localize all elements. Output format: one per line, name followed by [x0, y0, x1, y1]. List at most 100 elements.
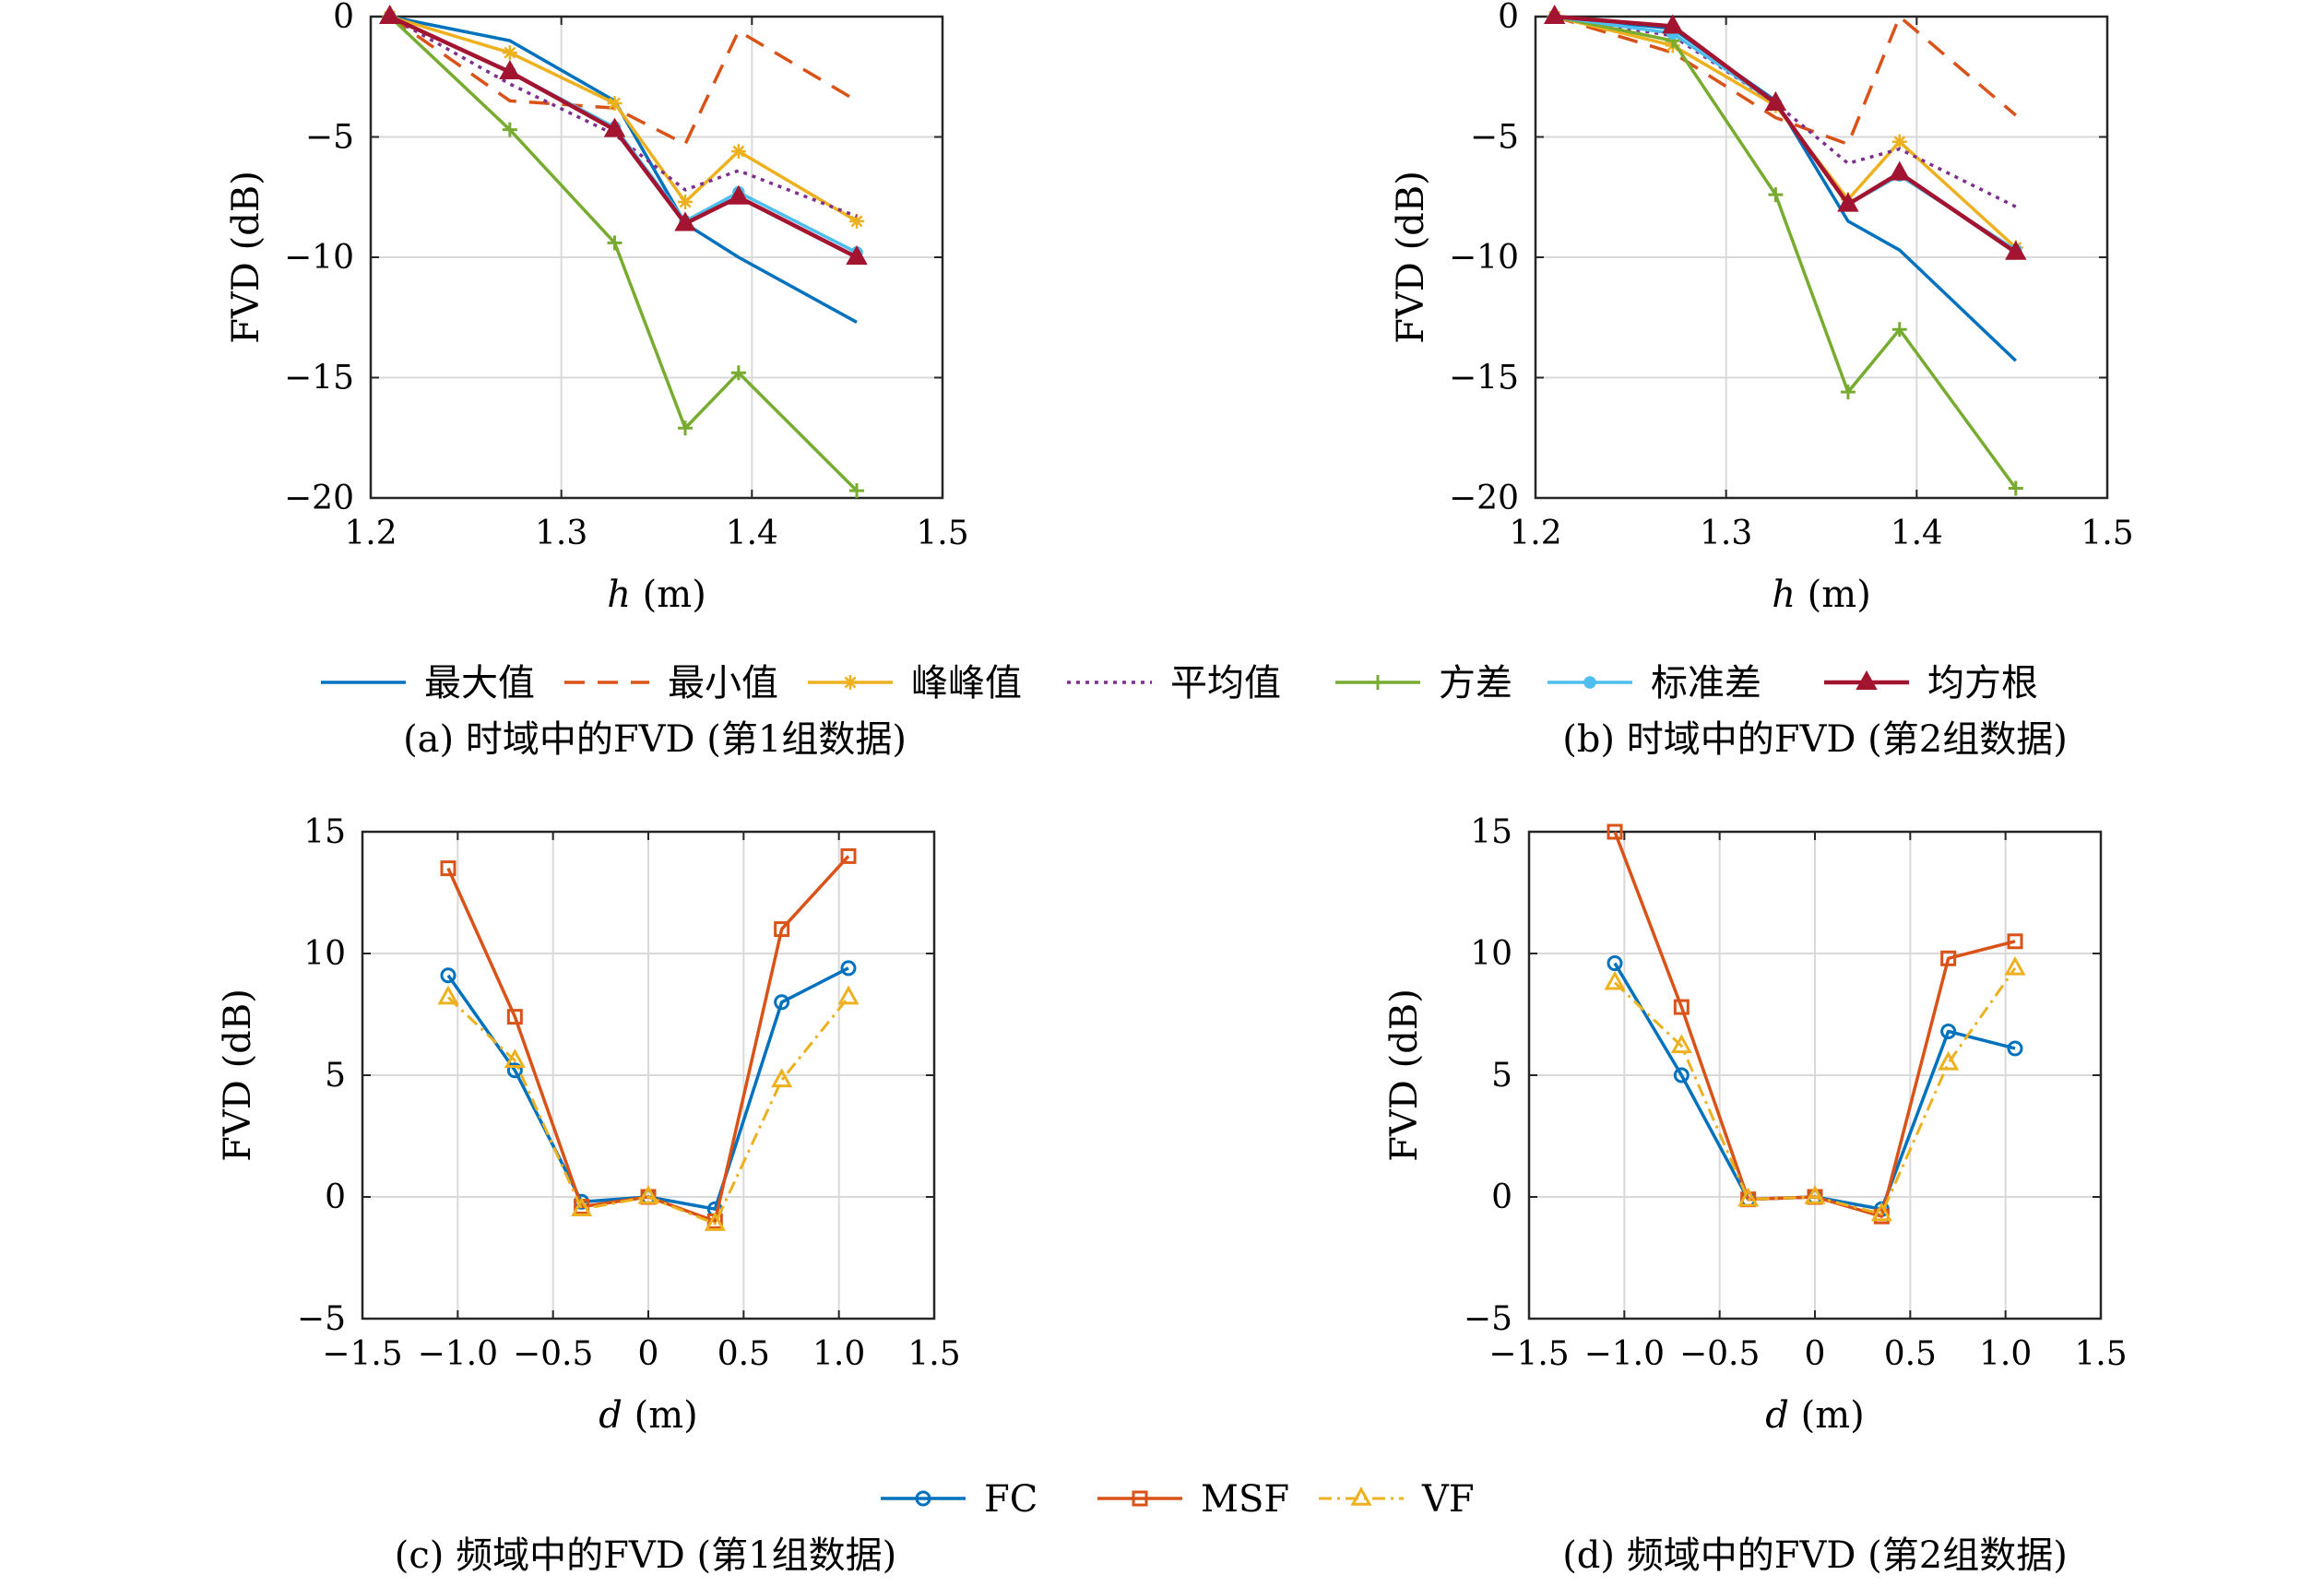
series-line — [1554, 15, 2017, 208]
x-axis-label: h (m) — [607, 574, 706, 616]
legend-bottom: FC MSF VF — [881, 1478, 1475, 1521]
data-point — [1940, 1023, 1957, 1039]
y-tick-label: −5 — [297, 1300, 346, 1338]
data-point — [506, 1009, 523, 1025]
y-axis-label: FVD (dB) — [1390, 171, 1432, 344]
x-tick-label: 1.5 — [2081, 515, 2133, 552]
series-line — [1554, 15, 2017, 147]
data-point — [502, 45, 517, 61]
x-tick-label: 1.5 — [916, 515, 968, 552]
legend-item-最大值: 最大值 — [321, 662, 535, 705]
data-point — [603, 117, 626, 137]
legend-marker — [915, 1490, 931, 1507]
series-line — [389, 15, 858, 223]
x-tick-label: 1.4 — [1891, 515, 1943, 552]
data-point — [1940, 950, 1957, 966]
x-tick-label: 0.5 — [717, 1335, 770, 1373]
y-axis-label: FVD (dB) — [1383, 989, 1426, 1162]
y-tick-label: 15 — [303, 813, 346, 851]
y-tick-label: 0 — [1491, 1178, 1512, 1216]
x-tick-label: 0 — [1805, 1335, 1826, 1373]
data-point — [1837, 192, 1859, 212]
data-point — [1768, 187, 1784, 203]
series-最大值 — [1554, 15, 2018, 362]
y-tick-label: 10 — [303, 935, 346, 973]
series-vf — [1604, 955, 2026, 1222]
data-point — [1604, 970, 1626, 990]
data-point — [678, 420, 693, 436]
x-tick-label: −1.5 — [322, 1335, 402, 1373]
x-tick-label: 1.3 — [1700, 515, 1752, 552]
legend-item-峰峰值: 峰峰值 — [808, 662, 1022, 705]
square-line-icon — [1097, 1490, 1182, 1507]
triangle-dashdot-line-icon — [1319, 1486, 1404, 1506]
data-point — [840, 847, 857, 864]
data-point — [1673, 1067, 1690, 1084]
dot-line-icon — [1547, 676, 1632, 689]
y-axis-label: FVD (dB) — [217, 989, 259, 1162]
data-point — [704, 1212, 726, 1231]
data-point — [2004, 955, 2026, 976]
data-point — [1543, 4, 1566, 24]
series-line — [1554, 15, 2017, 252]
data-point — [674, 211, 696, 231]
x-tick-label: 1.3 — [535, 515, 587, 552]
data-point — [771, 1068, 793, 1088]
series-最小值 — [388, 15, 858, 147]
y-tick-label: 10 — [1470, 935, 1512, 973]
legend-item-最小值: 最小值 — [564, 662, 778, 705]
legend-marker — [1132, 1490, 1148, 1507]
data-point — [774, 921, 790, 938]
series-平均值 — [1554, 15, 2017, 208]
x-tick-label: −0.5 — [1679, 1335, 1760, 1373]
y-tick-label: −10 — [1449, 239, 1519, 277]
y-tick-label: 0 — [1498, 0, 1519, 36]
legend-label: 均方根 — [1927, 662, 2038, 705]
series-line — [388, 15, 859, 492]
legend-label: MSF — [1201, 1478, 1289, 1521]
legend-label: 最大值 — [424, 662, 535, 705]
x-tick-label: −1.5 — [1488, 1335, 1569, 1373]
x-tick-label: 1.2 — [1509, 515, 1561, 552]
x-tick-label: 0.5 — [1884, 1335, 1937, 1373]
x-axis-label-unit: (m) — [631, 574, 706, 616]
legend-item-标准差: 标准差 — [1547, 662, 1761, 705]
legend-marker — [843, 675, 858, 690]
x-axis-label: d (m) — [599, 1394, 697, 1437]
data-point — [504, 1048, 526, 1068]
x-tick-label: −1.0 — [418, 1335, 498, 1373]
legend-marker — [1856, 669, 1878, 690]
data-point — [2007, 1040, 2023, 1057]
data-point — [1804, 1185, 1826, 1204]
series-最小值 — [1554, 15, 2017, 147]
data-point — [678, 194, 693, 209]
data-point — [437, 985, 459, 1005]
data-point — [774, 994, 790, 1011]
x-axis-label-variable: h — [607, 574, 631, 616]
data-point — [849, 483, 864, 499]
data-point — [440, 860, 456, 877]
x-axis-label-unit: (m) — [1789, 1394, 1865, 1437]
triangle-line-icon — [1824, 669, 1909, 690]
data-point — [1670, 1034, 1692, 1054]
x-axis-label-variable: d — [599, 1394, 622, 1437]
data-point — [607, 235, 622, 251]
legend-marker — [1583, 676, 1596, 689]
panel-caption: (b) 时域中的FVD (第2组数据) — [1562, 718, 2068, 761]
data-point — [1891, 322, 1907, 338]
x-tick-label: 1.0 — [1979, 1335, 2032, 1373]
series-均方根 — [378, 4, 868, 265]
x-axis-label: d (m) — [1765, 1394, 1864, 1437]
y-tick-label: 5 — [1491, 1057, 1512, 1095]
data-point — [440, 967, 456, 984]
series-vf — [437, 985, 860, 1231]
legend-marker — [1370, 675, 1385, 690]
y-tick-label: 5 — [325, 1057, 346, 1095]
data-point — [1870, 1202, 1892, 1222]
chart-panel-1: 1.2 1.3 1.4 1.5 0 −5 −10 −15 −20 h (m) FVD (dB) (a)… — [225, 0, 969, 761]
data-point — [1737, 1187, 1760, 1207]
panel-caption: (a) 时域中的FVD (第1组数据) — [403, 718, 907, 761]
x-tick-label: −1.0 — [1584, 1335, 1665, 1373]
x-tick-label: 1.2 — [344, 515, 397, 552]
data-point — [499, 59, 521, 80]
